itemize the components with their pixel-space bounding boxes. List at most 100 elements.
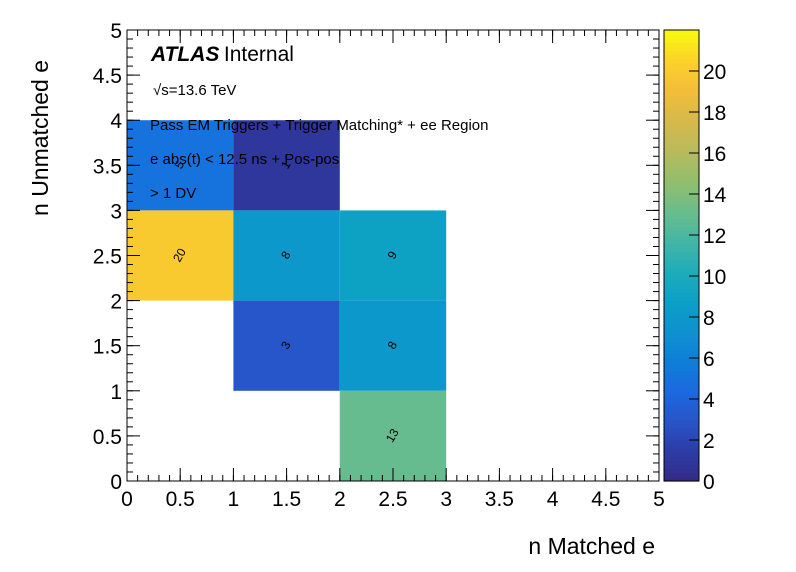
atlas-label: ATLAS bbox=[151, 43, 220, 66]
colorbar-segment bbox=[664, 34, 699, 39]
x-tick-label: 3.5 bbox=[485, 488, 514, 511]
colorbar-segment bbox=[664, 280, 699, 285]
colorbar-segment bbox=[664, 218, 699, 224]
y-tick-label: 5 bbox=[110, 20, 122, 43]
colorbar-segment bbox=[664, 476, 699, 482]
colorbar-segment bbox=[664, 30, 699, 35]
colorbar-segment bbox=[664, 312, 699, 318]
x-axis-label: n Matched e bbox=[528, 533, 655, 559]
colorbar-segment bbox=[664, 329, 699, 334]
colorbar-segment bbox=[664, 124, 699, 129]
colorbar-segment bbox=[664, 399, 699, 404]
colorbar-segment bbox=[664, 66, 699, 72]
heatmap-cell bbox=[233, 300, 340, 391]
x-tick-label: 2.5 bbox=[378, 488, 407, 511]
colorbar-segment bbox=[664, 349, 699, 355]
colorbar-segment bbox=[664, 317, 699, 322]
x-tick-label: 1.5 bbox=[272, 488, 301, 511]
colorbar-segment bbox=[664, 243, 699, 248]
colorbar-segment bbox=[664, 198, 699, 203]
colorbar-segment bbox=[664, 267, 699, 273]
colorbar-tick-label: 6 bbox=[703, 348, 715, 371]
cell-value-label: 20 bbox=[170, 246, 189, 265]
colorbar-segment bbox=[664, 42, 699, 47]
colorbar-segment bbox=[664, 112, 699, 117]
heatmap-cell bbox=[233, 210, 340, 301]
colorbar-segment bbox=[664, 177, 699, 183]
colorbar-segment bbox=[664, 132, 699, 138]
colorbar-segment bbox=[664, 411, 699, 416]
energy-label: √s=13.6 TeV bbox=[153, 82, 237, 99]
colorbar-segment bbox=[664, 136, 699, 142]
colorbar-segment bbox=[664, 325, 699, 330]
colorbar-segment bbox=[664, 202, 699, 207]
y-tick-label: 1.5 bbox=[93, 336, 122, 359]
colorbar-segment bbox=[664, 206, 699, 211]
colorbar-segment bbox=[664, 427, 699, 433]
colorbar-segment bbox=[664, 460, 699, 466]
x-tick-label: 4.5 bbox=[591, 488, 620, 511]
colorbar-segment bbox=[664, 292, 699, 298]
colorbar-segment bbox=[664, 120, 699, 125]
colorbar-segment bbox=[664, 444, 699, 449]
colorbar-segment bbox=[664, 95, 699, 101]
colorbar-frame bbox=[663, 29, 700, 482]
colorbar-segment bbox=[664, 161, 699, 166]
x-tick-label: 4 bbox=[547, 488, 559, 511]
colorbar-segment bbox=[664, 75, 699, 80]
colorbar-tick-label: 12 bbox=[703, 225, 726, 248]
x-tick-label: 5 bbox=[653, 488, 665, 511]
y-tick-label: 1 bbox=[110, 381, 122, 404]
internal-label: Internal bbox=[223, 43, 294, 66]
colorbar-segment bbox=[664, 83, 699, 88]
colorbar-segment bbox=[664, 239, 699, 244]
heatmap-cell bbox=[339, 390, 447, 481]
colorbar-segment bbox=[664, 390, 699, 396]
colorbar-segment bbox=[664, 194, 699, 199]
colorbar-segment bbox=[664, 415, 699, 421]
colorbar-segment bbox=[664, 321, 699, 326]
colorbar-segment bbox=[664, 378, 699, 384]
colorbar-segment bbox=[664, 210, 699, 216]
colorbar-tick-label: 20 bbox=[703, 61, 726, 84]
experiment-label: ATLAS Internal bbox=[151, 43, 294, 67]
colorbar-segment bbox=[664, 304, 699, 310]
colorbar-segment bbox=[664, 333, 699, 339]
axes: 0 0.5 1 1.5 2 2.5 3 3.5 4 4.5 5 0 0.5 1 1.5 2 2.5 3 3.5 4 4.… bbox=[93, 20, 665, 511]
heatmap-cell bbox=[339, 300, 447, 391]
y-tick-label: 0 bbox=[110, 471, 122, 494]
colorbar-segment bbox=[664, 337, 699, 343]
colorbar-segment bbox=[664, 452, 699, 457]
y-axis-label: n Unmatched e bbox=[27, 60, 53, 216]
colorbar-segment bbox=[664, 144, 699, 150]
colorbar-segment bbox=[664, 431, 699, 437]
x-tick-label: 1 bbox=[228, 488, 240, 511]
y-tick-label: 0.5 bbox=[93, 426, 122, 449]
colorbar-tick-label: 2 bbox=[703, 430, 715, 453]
heatmap-cell bbox=[127, 120, 234, 211]
heatmap-cell bbox=[233, 120, 340, 211]
heatmap-cell bbox=[339, 210, 447, 301]
y-tick-label: 2 bbox=[110, 291, 122, 314]
colorbar-segment bbox=[664, 271, 699, 277]
colorbar-segment bbox=[664, 386, 699, 392]
colorbar-segment bbox=[664, 358, 699, 363]
x-tick-label: 2 bbox=[334, 488, 346, 511]
y-tick-label: 3 bbox=[110, 200, 122, 223]
colorbar: 0 2 4 6 8 10 12 14 16 18 20 bbox=[663, 29, 727, 494]
colorbar-segment bbox=[664, 189, 699, 195]
colorbar-segment bbox=[664, 169, 699, 175]
colorbar-segment bbox=[664, 259, 699, 265]
colorbar-tick-label: 16 bbox=[703, 143, 726, 166]
colorbar-segment bbox=[664, 54, 699, 60]
colorbar-segment bbox=[664, 296, 699, 302]
y-tick-label: 3.5 bbox=[93, 155, 122, 178]
colorbar-segment bbox=[664, 374, 699, 380]
colorbar-segment bbox=[664, 103, 699, 109]
colorbar-segment bbox=[664, 370, 699, 375]
colorbar-segment bbox=[664, 341, 699, 347]
colorbar-segment bbox=[664, 173, 699, 179]
colorbar-segment bbox=[664, 440, 699, 445]
colorbar-segment bbox=[664, 116, 699, 121]
colorbar-segment bbox=[664, 140, 699, 146]
